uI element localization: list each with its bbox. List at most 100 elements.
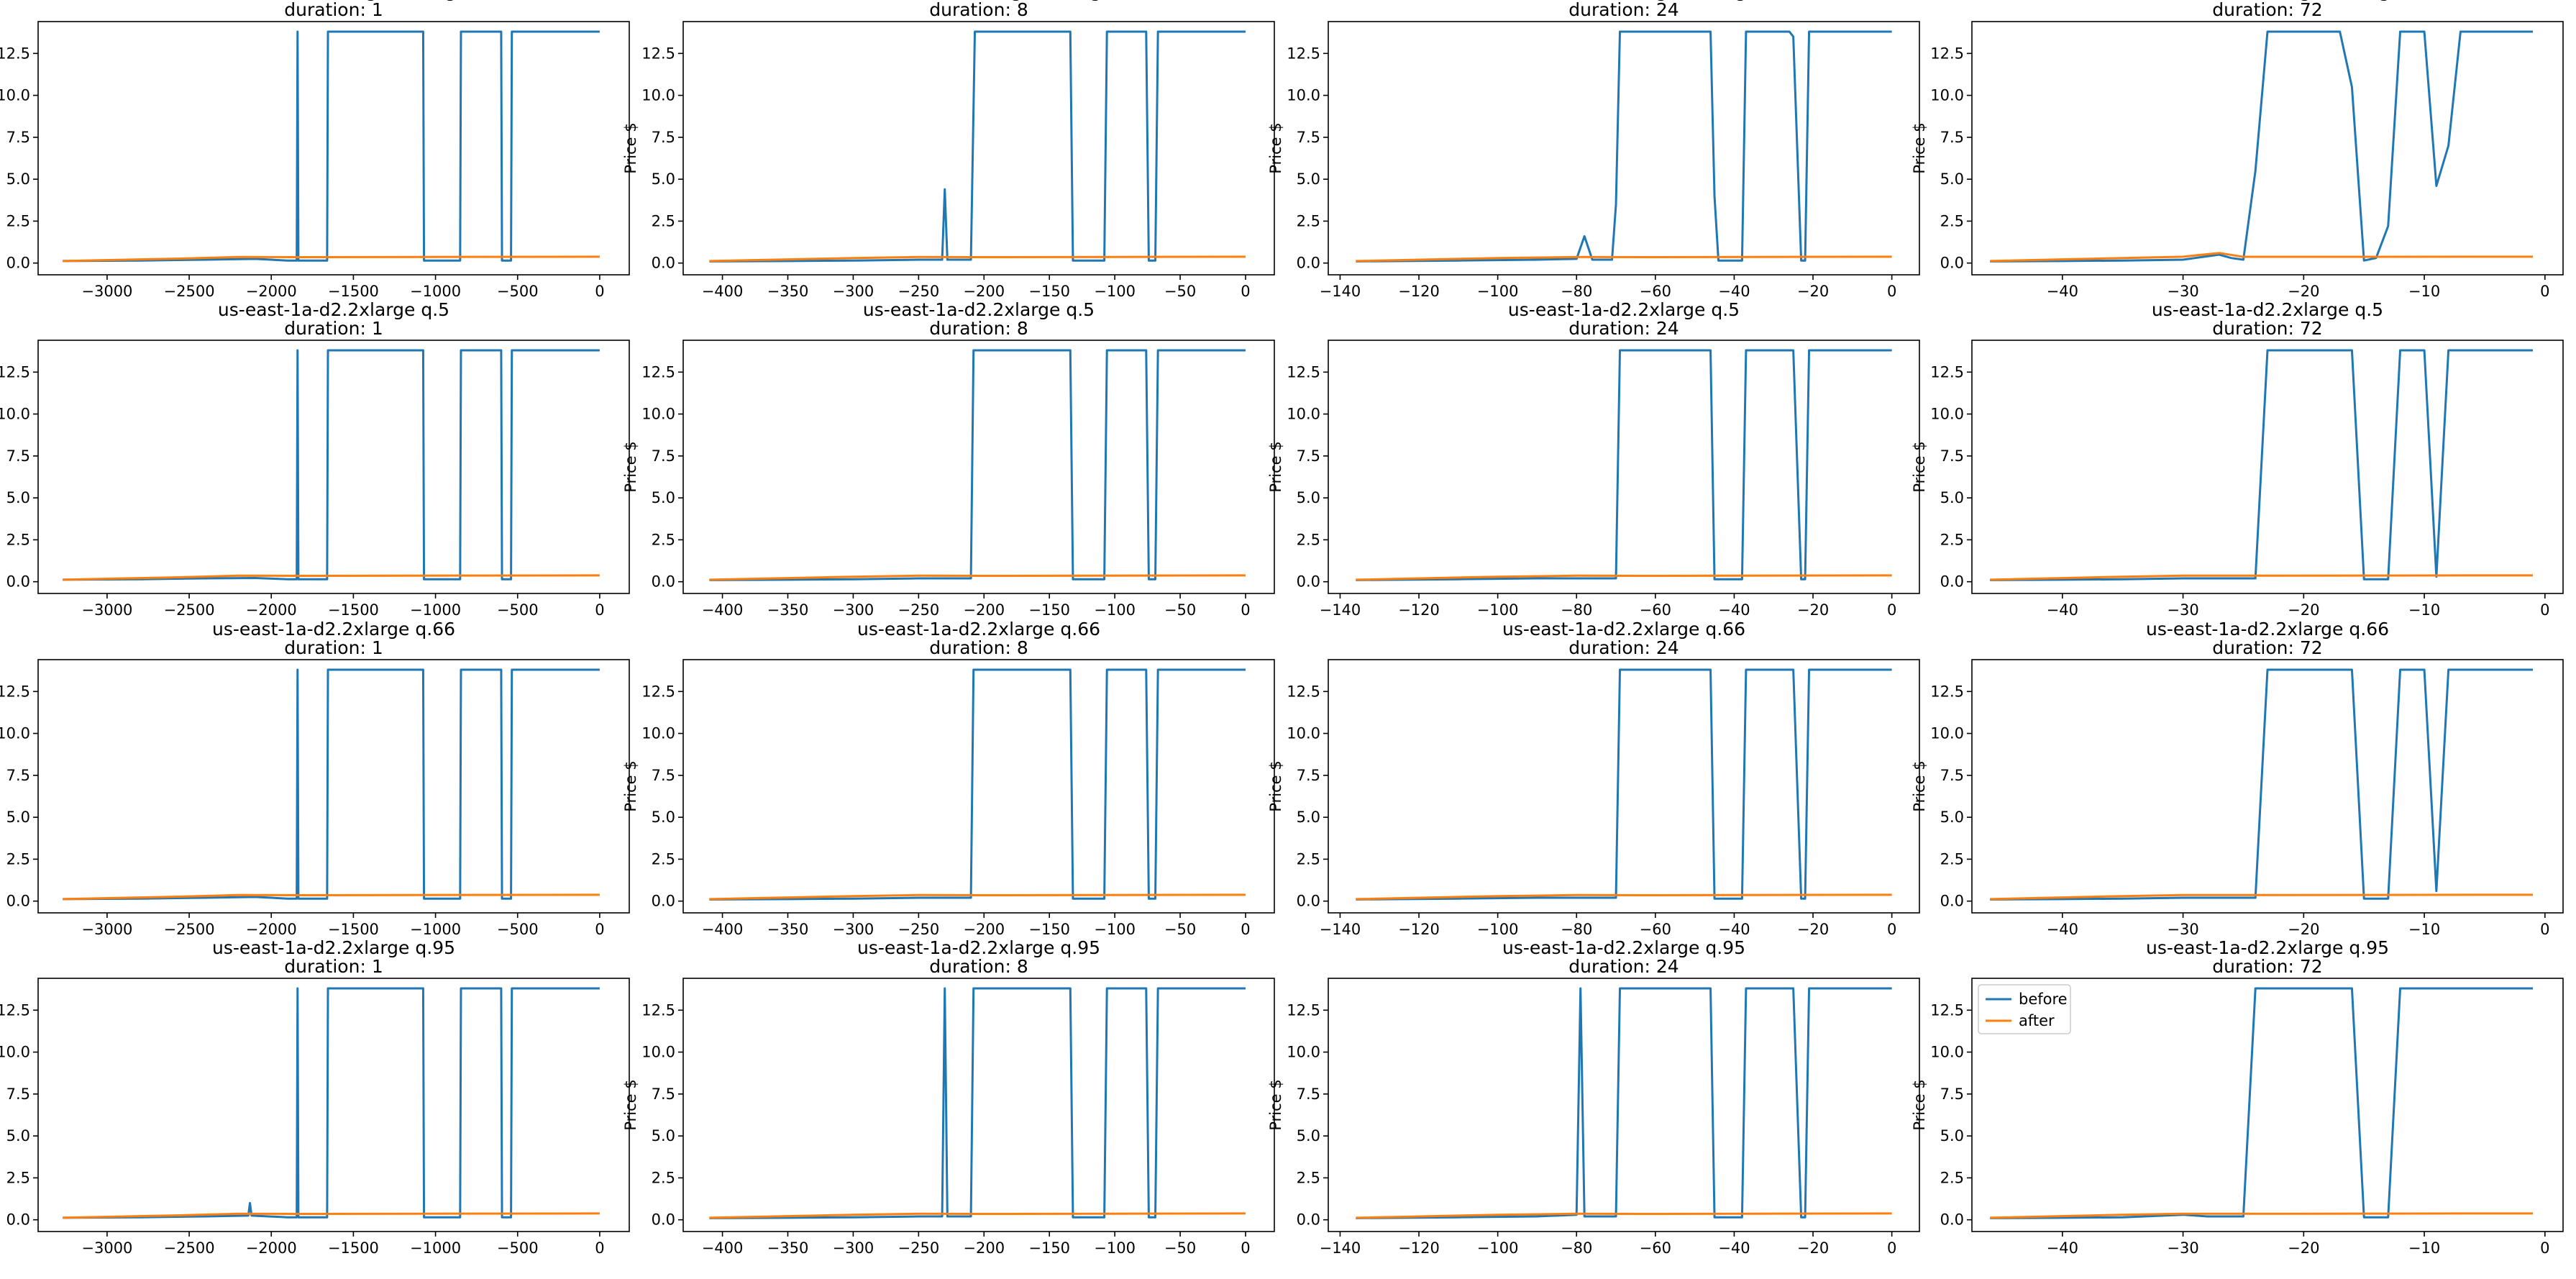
x-tick-label: −3000 [81,1239,132,1257]
axes-frame [1328,978,1920,1232]
x-tick-label: −60 [1640,1239,1671,1257]
y-tick-label: 2.5 [1940,531,1964,548]
x-tick-label: −80 [1561,283,1592,300]
x-tick-label: −400 [702,921,744,938]
y-tick-label: 12.5 [0,363,30,381]
x-tick-label: −2000 [246,283,297,300]
series-line-after [63,255,600,263]
y-tick-label: 2.5 [652,212,675,229]
x-tick-label: 0 [1241,601,1250,619]
y-tick-label: 0.0 [1297,1211,1320,1229]
x-tick-label: −20 [2288,601,2319,619]
axes-frame [1328,659,1920,914]
subplot-subtitle: duration: 1 [284,318,383,339]
x-tick-label: −50 [1164,921,1196,938]
y-tick-label: 12.5 [1287,45,1320,62]
x-tick-label: −350 [767,1239,809,1257]
y-tick-label: 2.5 [6,850,30,868]
y-tick-label: 5.0 [652,170,675,188]
series-line-before [1990,349,2534,581]
y-tick-label: 12.5 [1287,363,1320,381]
x-tick-label: −100 [1094,1239,1136,1257]
y-tick-label: 2.5 [6,531,30,548]
subplot-title: us-east-1a-d2.2xlarge averages [2124,0,2411,1]
axes-frame [37,978,630,1232]
series-line-before [63,668,600,901]
y-tick-label: 0.0 [6,1211,30,1229]
y-tick-label: 2.5 [652,531,675,548]
axes-frame [37,659,630,914]
x-tick-label: −250 [898,921,940,938]
y-tick-label: 5.0 [6,170,30,188]
x-tick-label: −30 [2167,1239,2198,1257]
x-tick-label: −3000 [81,921,132,938]
y-tick-label: 12.5 [641,45,675,62]
y-tick-label: 7.5 [652,129,675,146]
x-tick-label: −1500 [328,921,379,938]
x-tick-label: −40 [1718,921,1750,938]
axes-frame [1971,21,2564,276]
x-tick-label: −10 [2408,1239,2440,1257]
y-axis-label: Price $ [622,441,639,492]
subplot-subtitle: duration: 24 [1568,637,1678,658]
series-line-after [709,574,1246,581]
y-tick-label: 7.5 [652,447,675,465]
y-tick-label: 10.0 [1287,87,1320,104]
x-tick-label: −20 [1797,601,1829,619]
x-tick-label: −100 [1094,283,1136,300]
x-tick-label: −30 [2167,283,2198,300]
x-tick-label: −1500 [328,283,379,300]
subplot-subtitle: duration: 24 [1568,0,1678,20]
x-tick-label: −120 [1398,1239,1440,1257]
x-tick-label: −20 [2288,921,2319,938]
series-line-before [63,987,600,1219]
x-tick-label: −1500 [328,601,379,619]
x-tick-label: −40 [2047,283,2078,300]
y-tick-label: 2.5 [1297,212,1320,229]
x-tick-label: −20 [1797,283,1829,300]
y-axis-label: Price $ [622,760,639,811]
y-tick-label: 5.0 [1297,170,1320,188]
series-line-after [1990,574,2534,581]
y-tick-label: 0.0 [652,893,675,910]
y-tick-label: 10.0 [641,87,675,104]
y-axis-label: Price $ [1911,122,1928,173]
legend: before after [1978,984,2071,1034]
x-tick-label: −10 [2408,283,2440,300]
x-tick-label: −100 [1094,921,1136,938]
series-line-after [1356,574,1892,581]
series-line-before [1356,30,1892,263]
y-tick-label: 0.0 [1940,255,1964,272]
x-tick-label: −250 [898,1239,940,1257]
x-tick-label: −140 [1320,601,1361,619]
axes-frame [37,340,630,594]
x-tick-label: −140 [1320,1239,1361,1257]
series-line-after [709,893,1246,901]
y-axis-label: Price $ [622,1079,639,1130]
subplot-1: us-east-1a-d2.2xlarge averagesduration: … [0,0,630,300]
y-tick-label: 7.5 [652,767,675,784]
series-line-after [63,893,600,901]
y-tick-label: 5.0 [652,809,675,826]
x-tick-label: −120 [1398,283,1440,300]
y-tick-label: 10.0 [0,87,30,104]
x-tick-label: −1000 [410,283,461,300]
y-tick-label: 12.5 [641,1001,675,1019]
axes-frame [682,340,1275,594]
series-line-after [1990,252,2534,263]
x-tick-label: −2500 [164,1239,215,1257]
subplot-title: us-east-1a-d2.2xlarge q.95 [857,937,1100,958]
subplot-subtitle: duration: 24 [1568,318,1678,339]
subplot-title: us-east-1a-d2.2xlarge q.66 [2146,619,2389,640]
y-tick-label: 5.0 [652,1127,675,1144]
subplot-subtitle: duration: 1 [284,637,383,658]
subplot-subtitle: duration: 8 [929,956,1028,977]
y-tick-label: 5.0 [1297,1127,1320,1144]
x-tick-label: −50 [1164,601,1196,619]
subplot-title: us-east-1a-d2.2xlarge q.95 [2146,937,2389,958]
y-axis-label: Price $ [1267,122,1284,173]
subplot-3: us-east-1a-d2.2xlarge averagesduration: … [1267,0,1920,300]
y-tick-label: 10.0 [1287,1044,1320,1061]
